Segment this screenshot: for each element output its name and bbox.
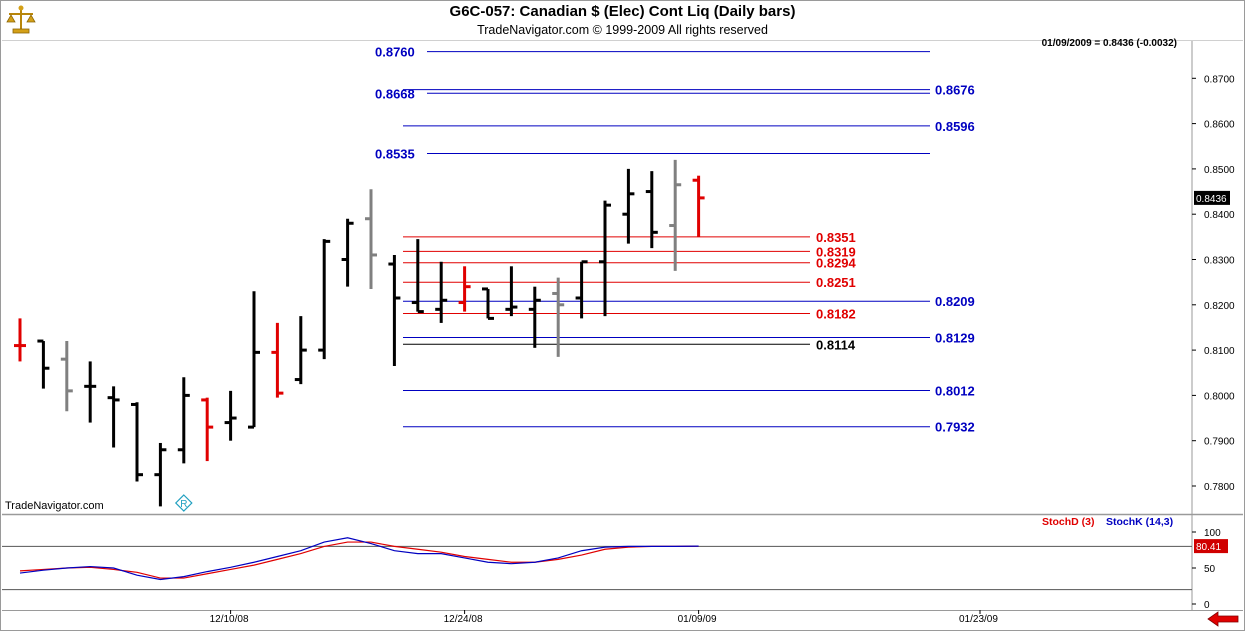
stoch-series-line [19, 541, 699, 579]
ohlc-bar [107, 386, 120, 448]
x-tick-label: 01/09/09 [678, 614, 717, 625]
fib-level-label: 0.7932 [935, 420, 975, 435]
ohlc-bar [411, 239, 424, 314]
ohlc-bar [622, 168, 635, 244]
ohlc-bar [318, 239, 331, 360]
retracement-level-label: 0.8114 [816, 337, 856, 352]
x-tick-label: 12/24/08 [444, 614, 483, 625]
ohlc-bar [271, 322, 284, 398]
ohlc-bar [131, 402, 143, 482]
ohlc-bar [224, 390, 237, 441]
ohlc-bar [248, 291, 260, 429]
y-tick-label: 0.7800 [1204, 482, 1235, 493]
stoch-tick-label: 0 [1204, 600, 1210, 611]
ohlc-bar [575, 260, 588, 319]
y-tick-label: 0.8500 [1204, 165, 1235, 176]
ohlc-bar [37, 339, 50, 389]
y-tick-label: 0.8300 [1204, 256, 1235, 267]
retracement-level-label: 0.8351 [816, 230, 856, 245]
r-diamond-icon: R [174, 494, 193, 512]
ohlc-bar [599, 200, 611, 317]
fib-level-label: 0.8596 [935, 119, 975, 134]
last-price-label: 0.8436 [1196, 194, 1227, 205]
ohlc-bar [177, 377, 190, 464]
ohlc-bar [154, 442, 167, 507]
fib-level-label: 0.8209 [935, 294, 975, 309]
ohlc-bar [435, 261, 448, 323]
fib-level-label: 0.8676 [935, 83, 975, 98]
legend-stoch-k: StochK (14,3) [1106, 516, 1174, 528]
ohlc-bar [60, 341, 73, 412]
fib-level-label: 0.8535 [375, 147, 415, 162]
retracement-level-label: 0.8182 [816, 306, 856, 321]
y-tick-label: 0.8000 [1204, 391, 1235, 402]
stoch-last-box [1194, 539, 1228, 554]
ohlc-bar [552, 277, 565, 357]
y-tick-label: 0.8600 [1204, 120, 1235, 131]
red-left-arrow-icon[interactable] [1206, 611, 1240, 627]
brand-label: TradeNavigator.com [5, 500, 104, 512]
x-tick-label: 01/23/09 [959, 614, 998, 625]
ohlc-bar [341, 218, 354, 287]
y-tick-label: 0.8100 [1204, 346, 1235, 357]
stoch-last-label: 80.41 [1196, 542, 1221, 553]
ohlc-bar [14, 318, 26, 362]
retracement-level-label: 0.8319 [816, 244, 856, 259]
last-price-box [1194, 190, 1230, 205]
fib-level-label: 0.8668 [375, 86, 415, 101]
retracement-level-label: 0.8251 [816, 275, 856, 290]
ohlc-bar [201, 397, 214, 462]
ohlc-bar [388, 254, 401, 366]
ohlc-bar [505, 266, 518, 317]
ohlc-bar [294, 316, 307, 385]
y-tick-label: 0.8400 [1204, 210, 1235, 221]
chart-subtitle: TradeNavigator.com © 1999-2009 All right… [477, 23, 768, 37]
ohlc-bar [365, 189, 377, 289]
ohlc-bar [482, 287, 494, 320]
diamond-shape [174, 494, 193, 512]
stoch-tick-label: 100 [1204, 528, 1221, 539]
gold-scale-icon[interactable] [5, 4, 37, 36]
ohlc-bar [692, 175, 705, 237]
ohlc-bar [669, 159, 682, 271]
stoch-series-line [19, 537, 699, 581]
y-tick-label: 0.8700 [1204, 74, 1235, 85]
ohlc-bar [645, 171, 658, 249]
ohlc-bar [528, 286, 541, 348]
fib-level-label: 0.8129 [935, 330, 975, 345]
fib-level-label: 0.8012 [935, 383, 975, 398]
diamond-letter: R [180, 499, 187, 510]
chart-title: G6C-057: Canadian $ (Elec) Cont Liq (Dai… [449, 3, 796, 20]
y-tick-label: 0.7900 [1204, 437, 1235, 448]
stoch-tick-label: 50 [1204, 564, 1216, 575]
fib-level-label: 0.8760 [375, 45, 415, 60]
last-quote: 01/09/2009 = 0.8436 (-0.0032) [1041, 38, 1177, 49]
ohlc-bar [458, 266, 471, 312]
retracement-level-label: 0.8294 [816, 256, 857, 271]
x-tick-label: 12/10/08 [210, 614, 249, 625]
y-tick-label: 0.8200 [1204, 301, 1235, 312]
ohlc-bar [84, 361, 97, 423]
legend-stoch-d: StochD (3) [1042, 516, 1095, 528]
